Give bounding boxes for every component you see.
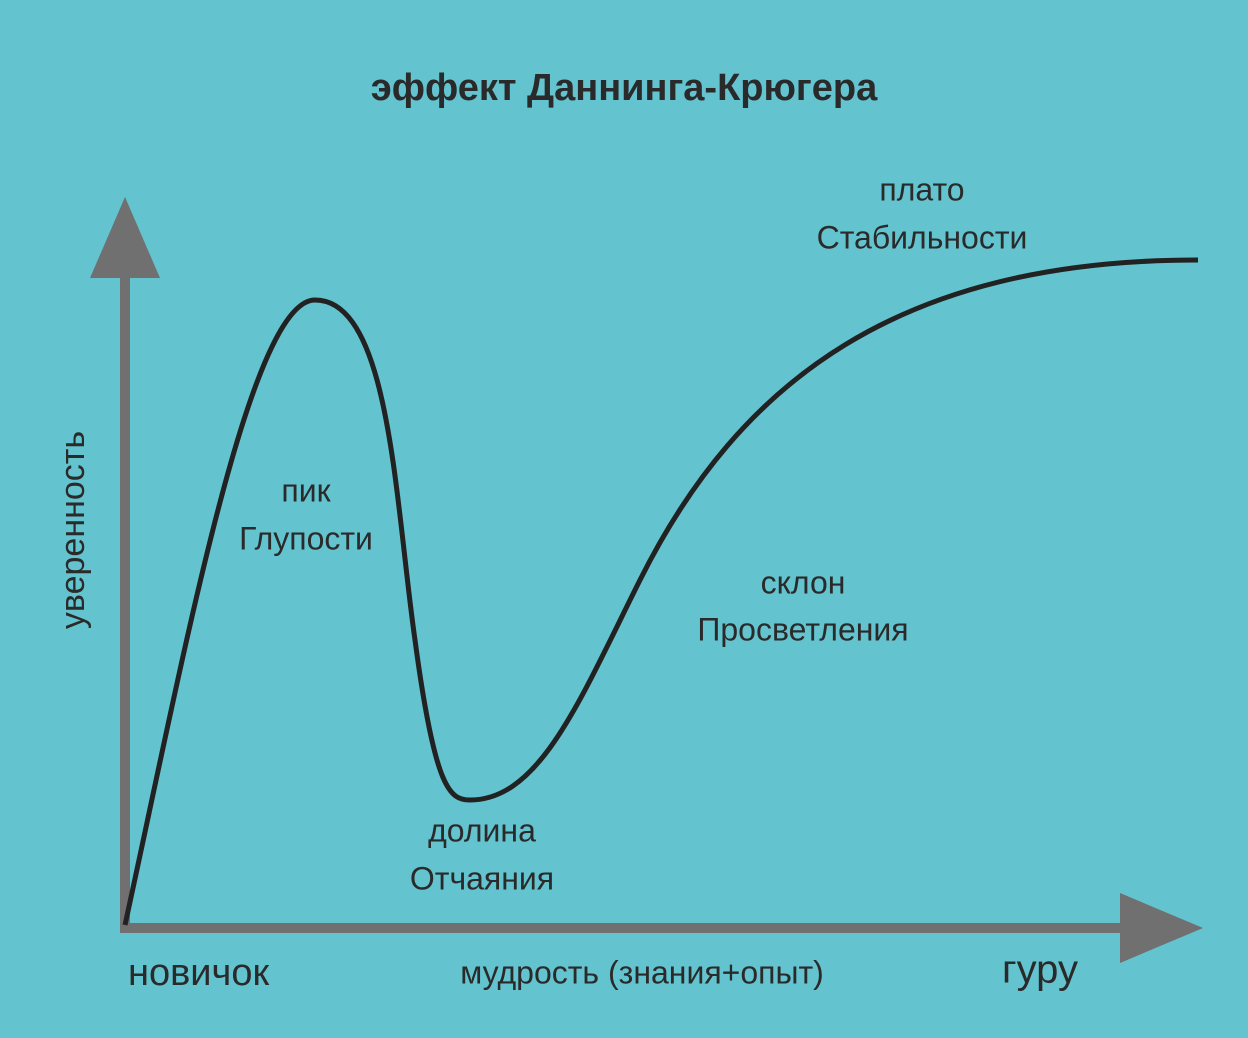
x-start: новичок xyxy=(128,952,269,994)
x-label: мудрость (знания+опыт) xyxy=(460,954,824,990)
curve xyxy=(122,257,1199,926)
region-label: Просветления xyxy=(697,611,908,647)
region-label: Отчаяния xyxy=(410,860,554,896)
region-label: пик xyxy=(281,472,331,508)
region-label: склон xyxy=(761,564,846,600)
y-label: уверенность xyxy=(54,431,92,629)
y-arrow xyxy=(90,197,160,278)
title: эффект Даннинга-Крюгера xyxy=(371,67,878,109)
region-label: плато xyxy=(879,171,964,207)
x-arrow xyxy=(1120,893,1203,963)
region-label: долина xyxy=(428,812,536,848)
region-label: Глупости xyxy=(239,520,373,556)
region-label: Стабильности xyxy=(817,219,1028,255)
x-end: гуру xyxy=(1002,948,1078,992)
